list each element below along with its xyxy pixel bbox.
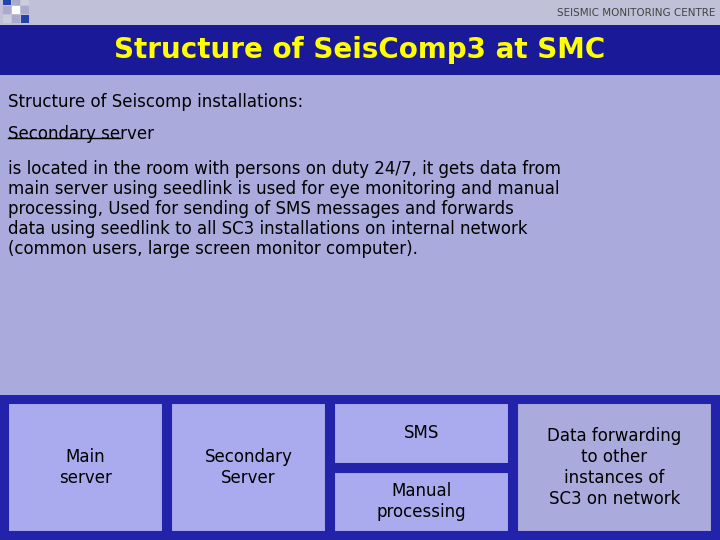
Text: is located in the room with persons on duty 24/7, it gets data from: is located in the room with persons on d… bbox=[8, 160, 561, 178]
Text: processing, Used for sending of SMS messages and forwards: processing, Used for sending of SMS mess… bbox=[8, 200, 514, 218]
Bar bbox=[171, 403, 326, 532]
Bar bbox=[21, 15, 29, 23]
Bar bbox=[0, 75, 720, 395]
Bar bbox=[334, 471, 509, 532]
Bar bbox=[3, 6, 11, 14]
Bar bbox=[12, 15, 20, 23]
Text: Data forwarding
to other
instances of
SC3 on network: Data forwarding to other instances of SC… bbox=[547, 427, 682, 508]
Bar bbox=[3, 0, 11, 5]
Bar bbox=[0, 25, 720, 75]
Text: SMS: SMS bbox=[404, 424, 439, 442]
Text: SEISMIC MONITORING CENTRE: SEISMIC MONITORING CENTRE bbox=[557, 8, 715, 17]
Text: Structure of SeisComp3 at SMC: Structure of SeisComp3 at SMC bbox=[114, 36, 606, 64]
Bar bbox=[21, 0, 29, 5]
Bar bbox=[334, 403, 509, 463]
Text: main server using seedlink is used for eye monitoring and manual: main server using seedlink is used for e… bbox=[8, 180, 559, 198]
Bar bbox=[0, 395, 720, 540]
Bar bbox=[12, 0, 20, 5]
Bar bbox=[21, 6, 29, 14]
Bar bbox=[8, 403, 163, 532]
Text: Manual
processing: Manual processing bbox=[377, 482, 467, 521]
Bar bbox=[0, 0, 720, 25]
Text: Secondary server: Secondary server bbox=[8, 125, 154, 143]
Bar bbox=[3, 15, 11, 23]
Bar bbox=[12, 6, 20, 14]
Text: Structure of Seiscomp installations:: Structure of Seiscomp installations: bbox=[8, 93, 303, 111]
Text: data using seedlink to all SC3 installations on internal network: data using seedlink to all SC3 installat… bbox=[8, 220, 528, 238]
Text: (common users, large screen monitor computer).: (common users, large screen monitor comp… bbox=[8, 240, 418, 258]
Bar bbox=[517, 403, 712, 532]
Text: Main
server: Main server bbox=[59, 448, 112, 487]
Text: Secondary
Server: Secondary Server bbox=[204, 448, 292, 487]
